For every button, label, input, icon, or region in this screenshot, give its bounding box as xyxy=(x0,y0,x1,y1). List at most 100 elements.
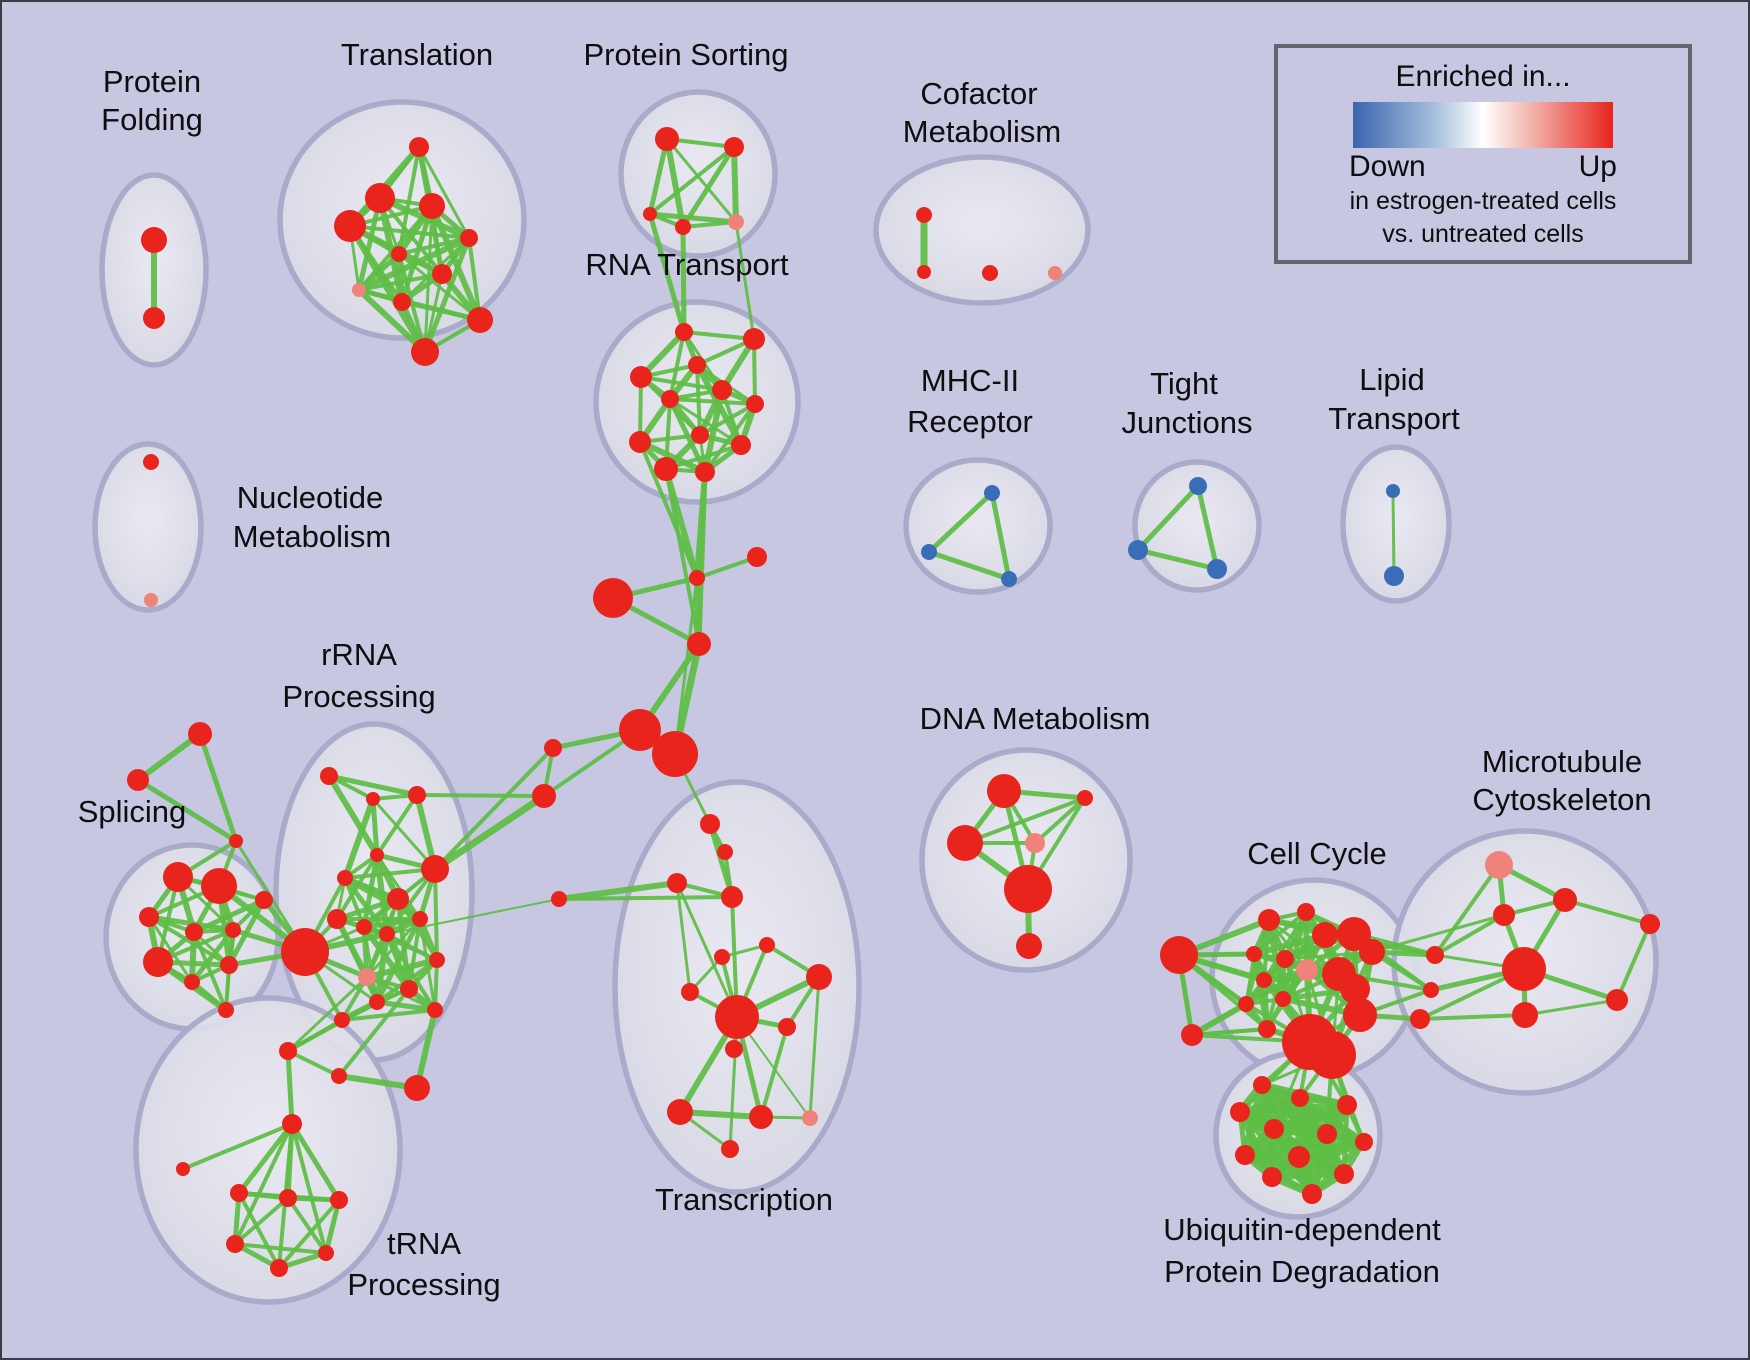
legend-title: Enriched in... xyxy=(1395,60,1571,93)
edge xyxy=(236,1121,295,1196)
cluster-label-ub: Protein Degradation xyxy=(1164,1254,1440,1289)
edge xyxy=(429,203,483,323)
gene-set-node xyxy=(1160,936,1198,974)
edge xyxy=(417,145,471,240)
gene-set-node xyxy=(1334,1164,1354,1184)
cluster-ellipse-lp xyxy=(1340,444,1452,604)
gene-set-node xyxy=(675,219,691,235)
edge xyxy=(665,137,738,224)
edge xyxy=(356,195,383,293)
edge xyxy=(728,1015,739,1151)
gene-set-node xyxy=(188,722,212,746)
edge xyxy=(233,1196,290,1246)
edge xyxy=(343,867,437,880)
edge xyxy=(639,375,724,392)
gene-set-node xyxy=(1296,959,1318,981)
gene-set-node xyxy=(689,570,705,586)
gene-set-node xyxy=(747,547,767,567)
gene-set-node xyxy=(1302,1184,1322,1204)
cluster-label-tx: Transcription xyxy=(655,1182,833,1217)
gene-set-node xyxy=(802,1110,818,1126)
edge xyxy=(336,1073,420,1091)
gene-set-node xyxy=(778,1018,796,1036)
cluster-label-nm: Nucleotide xyxy=(237,480,383,515)
gene-set-node xyxy=(427,1002,443,1018)
gene-set-node xyxy=(743,328,765,350)
gene-set-node xyxy=(1386,484,1400,498)
edge xyxy=(286,1049,341,1078)
cluster-label-tj: Tight xyxy=(1150,366,1218,401)
legend-up-label: Up xyxy=(1578,150,1617,183)
gene-set-node xyxy=(695,462,715,482)
gene-set-node xyxy=(1340,974,1370,1004)
cluster-label-tr: Processing xyxy=(347,1267,500,1302)
edge xyxy=(375,853,422,921)
edge xyxy=(963,796,1087,845)
edge xyxy=(647,211,687,335)
gene-set-node xyxy=(379,926,395,942)
edge xyxy=(1370,913,1506,954)
gene-set-node xyxy=(619,709,661,751)
cluster-ellipse-tr xyxy=(133,995,403,1305)
gene-set-node xyxy=(334,210,366,242)
edge xyxy=(1418,1013,1527,1021)
gene-set-node xyxy=(281,928,329,976)
cluster-label-mh: Receptor xyxy=(907,404,1033,439)
cluster-label-pf: Folding xyxy=(101,102,203,137)
cluster-label-nm: Metabolism xyxy=(233,519,392,554)
gene-set-node xyxy=(467,307,493,333)
gene-set-node xyxy=(749,1105,773,1129)
cluster-label-mh: MHC-II xyxy=(921,363,1019,398)
edge xyxy=(1615,922,1652,1002)
edge xyxy=(233,1242,328,1255)
gene-set-node xyxy=(1288,1146,1310,1168)
edge xyxy=(414,1007,438,1091)
cluster-label-tj: Junctions xyxy=(1122,405,1253,440)
edge xyxy=(285,1048,295,1127)
gene-set-node xyxy=(917,265,931,279)
gene-set-node xyxy=(987,774,1021,808)
legend-gradient-bar xyxy=(1353,102,1613,148)
edge xyxy=(374,931,390,1005)
gene-set-node xyxy=(404,1075,430,1101)
gene-set-node xyxy=(230,1184,248,1202)
gene-set-node xyxy=(652,731,698,777)
gene-set-node xyxy=(1493,904,1515,926)
edge xyxy=(1033,796,1087,845)
cluster-label-rr: Processing xyxy=(282,679,435,714)
cluster-label-ub: Ubiquitin-dependent xyxy=(1163,1212,1441,1247)
gene-set-node xyxy=(143,307,165,329)
gene-set-node xyxy=(421,855,449,883)
gene-set-node xyxy=(1128,540,1148,560)
gene-set-node xyxy=(139,907,159,927)
edge xyxy=(677,1109,764,1120)
edge xyxy=(556,880,680,902)
cluster-label-mt: Microtubule xyxy=(1482,744,1642,779)
gene-set-node xyxy=(700,814,720,834)
gene-set-node xyxy=(1256,972,1272,988)
gene-set-node xyxy=(1238,996,1254,1012)
gene-set-node xyxy=(667,873,687,893)
cluster-label-cf: Cofactor xyxy=(920,76,1037,111)
gene-set-node xyxy=(201,868,237,904)
edge xyxy=(286,1196,328,1255)
edge xyxy=(290,1122,328,1255)
gene-set-node xyxy=(984,485,1000,501)
gene-set-node xyxy=(691,426,709,444)
edge xyxy=(286,1018,344,1053)
edge xyxy=(734,220,756,341)
edge xyxy=(808,975,821,1120)
edge xyxy=(347,223,428,355)
gene-set-node xyxy=(643,207,657,221)
gene-set-node xyxy=(630,366,652,388)
gene-set-node xyxy=(176,1162,190,1176)
gene-set-node xyxy=(544,739,562,757)
edge xyxy=(385,932,437,1012)
gene-set-node xyxy=(429,952,445,968)
edge xyxy=(1252,910,1308,956)
gene-set-node xyxy=(327,909,347,929)
gene-set-node xyxy=(358,968,376,986)
edge xyxy=(370,796,380,858)
legend-caption-line1: in estrogen-treated cells xyxy=(1349,187,1617,215)
gene-set-node xyxy=(369,994,385,1010)
